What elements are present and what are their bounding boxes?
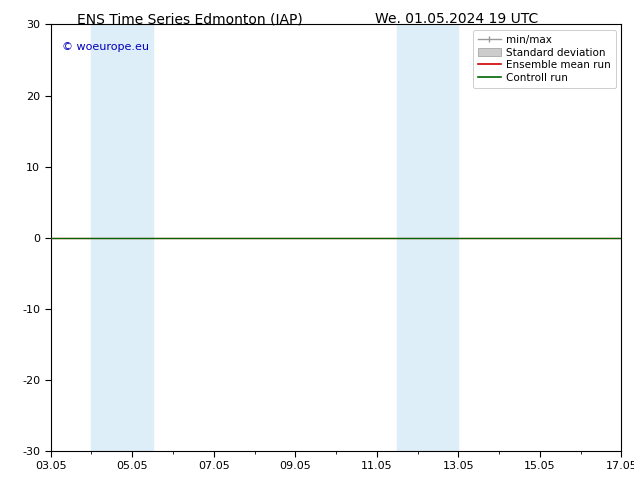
Bar (91, 24, 153, 451)
Text: ENS Time Series Edmonton (IAP): ENS Time Series Edmonton (IAP) (77, 12, 303, 26)
Text: © woeurope.eu: © woeurope.eu (62, 42, 149, 51)
Bar (397, 24, 458, 451)
Text: We. 01.05.2024 19 UTC: We. 01.05.2024 19 UTC (375, 12, 538, 26)
Legend: min/max, Standard deviation, Ensemble mean run, Controll run: min/max, Standard deviation, Ensemble me… (473, 30, 616, 88)
